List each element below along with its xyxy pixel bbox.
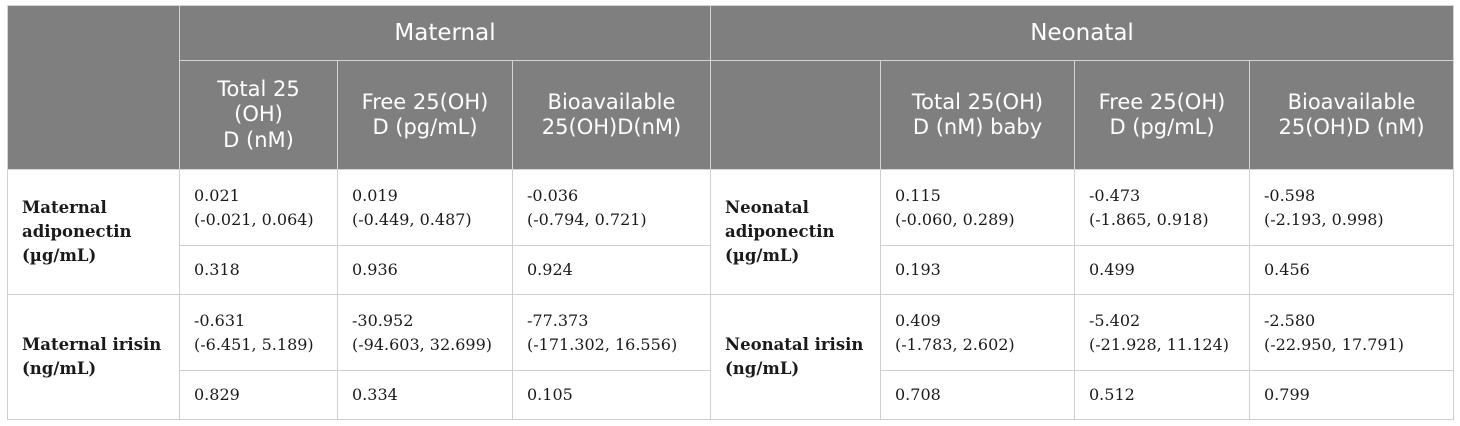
row-label-line: adiponectin (22, 222, 132, 242)
cell-estimate: -30.952 (-94.603, 32.699) (337, 294, 513, 371)
header-line: D (pg/mL) (1109, 115, 1215, 139)
row-label-line: (ng/mL) (725, 359, 800, 378)
cell-pvalue: 0.512 (1074, 370, 1250, 420)
estimate-value: -0.036 (527, 186, 579, 206)
row-label-neonatal-irisin: Neonatal irisin (ng/mL) (710, 294, 881, 420)
header-line: Bioavailable (1287, 89, 1416, 114)
confidence-interval: (-22.950, 17.791) (1264, 334, 1405, 354)
table-row-adiponectin-estimate: Maternal adiponectin (µg/mL) 0.021 (-0.02… (7, 169, 1455, 295)
cell-pvalue: 0.334 (337, 370, 513, 420)
header-line: (OH) (234, 102, 283, 127)
cell-pvalue: 0.799 (1248, 370, 1455, 420)
row-label-line: Neonatal (725, 198, 809, 218)
cell-estimate: -77.373 (-171.302, 16.556) (512, 294, 711, 371)
row-label-line: Neonatal irisin (725, 335, 864, 355)
header-neonatal-free: Free 25(OH) D (pg/mL) (1074, 60, 1250, 170)
header-neonatal-label-spacer (710, 60, 881, 170)
header-line: 25(OH)D (nM) (1278, 115, 1425, 139)
confidence-interval: (-21.928, 11.124) (1089, 334, 1230, 354)
table-body: Maternal adiponectin (µg/mL) 0.021 (-0.02… (7, 169, 1455, 420)
cell-estimate: -0.473 (-1.865, 0.918) (1074, 169, 1250, 246)
header-maternal: Maternal (179, 5, 711, 61)
cell-pvalue: 0.193 (880, 245, 1075, 295)
header-line: Total 25 (217, 77, 300, 102)
cell-pvalue: 0.456 (1248, 245, 1455, 295)
header-neonatal-bioavailable: Bioavailable 25(OH)D (nM) (1248, 60, 1455, 170)
confidence-interval: (-2.193, 0.998) (1264, 209, 1384, 229)
row-label-maternal-adiponectin: Maternal adiponectin (µg/mL) (7, 169, 180, 295)
header-row-groups: Maternal Neonatal (7, 5, 1455, 170)
header-line: Total 25(OH) (911, 89, 1044, 114)
header-row-columns: Total 25 (OH) D (nM) Free 25(OH) D (pg/m… (8, 60, 1455, 170)
estimate-value: 0.019 (352, 186, 398, 206)
confidence-interval: (-94.603, 32.699) (352, 334, 493, 354)
cell-pvalue: 0.924 (512, 245, 711, 295)
row-label-line: adiponectin (725, 222, 835, 242)
cell-pvalue: 0.936 (337, 245, 513, 295)
cell-estimate: 0.019 (-0.449, 0.487) (337, 169, 513, 246)
row-label-maternal-irisin: Maternal irisin (ng/mL) (7, 294, 180, 420)
header-neonatal: Neonatal (709, 5, 1455, 61)
confidence-interval: (-6.451, 5.189) (194, 334, 314, 354)
row-label-line: (µg/mL) (725, 245, 800, 265)
cell-estimate: -0.036 (-0.794, 0.721) (512, 169, 711, 246)
header-line: Bioavailable (547, 89, 676, 114)
estimate-value: 0.115 (895, 186, 941, 206)
header-maternal-bioavailable: Bioavailable 25(OH)D(nM) (512, 60, 711, 170)
estimate-value: -30.952 (352, 311, 414, 331)
cell-estimate: -0.631 (-6.451, 5.189) (179, 294, 338, 371)
header-line: 25(OH)D(nM) (541, 115, 682, 139)
cell-estimate: 0.115 (-0.060, 0.289) (880, 169, 1075, 246)
table-header: Maternal Neonatal Total 25 (OH) D (nM) F… (7, 5, 1455, 170)
estimate-value: -2.580 (1264, 311, 1316, 331)
row-label-line: (µg/mL) (22, 245, 97, 265)
cell-estimate: -2.580 (-22.950, 17.791) (1248, 294, 1455, 371)
confidence-interval: (-1.865, 0.918) (1089, 209, 1209, 229)
row-label-line: (ng/mL) (22, 359, 97, 378)
confidence-interval: (-0.060, 0.289) (895, 209, 1015, 229)
confidence-interval: (-171.302, 16.556) (527, 334, 678, 354)
estimate-value: -77.373 (527, 311, 589, 331)
confidence-interval: (-0.021, 0.064) (194, 209, 314, 229)
cell-pvalue: 0.708 (880, 370, 1075, 420)
table-row-adiponectin-pvalue: 0.318 0.936 0.924 0.193 0.499 0.456 (8, 245, 1455, 295)
row-label-neonatal-adiponectin: Neonatal adiponectin (µg/mL) (710, 169, 881, 295)
cell-pvalue: 0.829 (179, 370, 338, 420)
cell-pvalue: 0.105 (512, 370, 711, 420)
header-maternal-free: Free 25(OH) D (pg/mL) (337, 60, 513, 170)
header-corner (7, 5, 180, 170)
header-line: D (pg/mL) (372, 115, 478, 139)
cell-estimate: 0.021 (-0.021, 0.064) (179, 169, 338, 246)
header-line: D (nM) (223, 127, 294, 152)
table-row-irisin-estimate: Maternal irisin (ng/mL) -0.631 (-6.451, 5… (7, 294, 1455, 420)
estimate-value: -0.598 (1264, 186, 1316, 206)
cell-estimate: 0.409 (-1.783, 2.602) (880, 294, 1075, 371)
header-line: Free 25(OH) (361, 89, 489, 114)
confidence-interval: (-0.449, 0.487) (352, 209, 472, 229)
estimate-value: -0.473 (1089, 186, 1141, 206)
estimate-value: 0.021 (194, 186, 240, 206)
header-line: D (nM) baby (912, 115, 1043, 139)
table-row-irisin-pvalue: 0.829 0.334 0.105 0.708 0.512 0.799 (8, 370, 1455, 420)
cell-pvalue: 0.499 (1074, 245, 1250, 295)
row-label-line: Maternal (22, 198, 107, 218)
header-neonatal-total: Total 25(OH) D (nM) baby (880, 60, 1075, 170)
row-label-line: Maternal irisin (22, 335, 162, 355)
estimate-value: -5.402 (1089, 311, 1141, 331)
cell-estimate: -5.402 (-21.928, 11.124) (1074, 294, 1250, 371)
header-maternal-total: Total 25 (OH) D (nM) (179, 60, 338, 170)
confidence-interval: (-1.783, 2.602) (895, 334, 1015, 354)
header-line: Free 25(OH) (1098, 89, 1226, 114)
estimate-value: -0.631 (194, 311, 246, 331)
cell-pvalue: 0.318 (179, 245, 338, 295)
cell-estimate: -0.598 (-2.193, 0.998) (1248, 169, 1455, 246)
confidence-interval: (-0.794, 0.721) (527, 209, 647, 229)
estimate-value: 0.409 (895, 311, 941, 331)
results-table: Maternal Neonatal Total 25 (OH) D (nM) F… (7, 5, 1455, 420)
